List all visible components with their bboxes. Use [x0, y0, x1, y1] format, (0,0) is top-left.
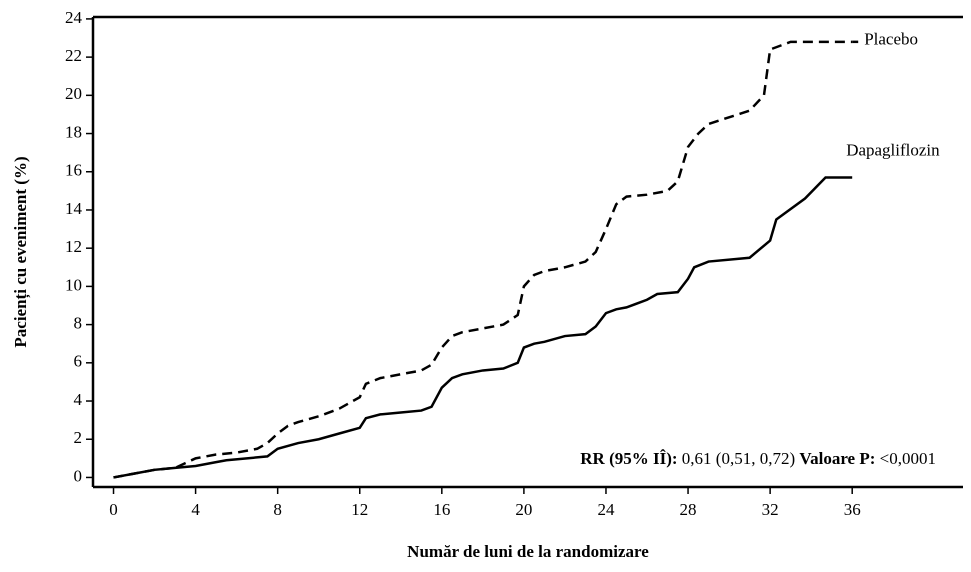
series-label: Placebo	[864, 30, 918, 49]
y-tick-label: 8	[74, 314, 83, 333]
annotation-part: <0,0001	[880, 449, 936, 468]
y-tick-label: 22	[65, 46, 82, 65]
y-tick-label: 12	[65, 237, 82, 256]
x-tick-label: 36	[844, 500, 861, 519]
x-tick-label: 12	[351, 500, 368, 519]
x-tick-label: 16	[433, 500, 450, 519]
y-tick-label: 20	[65, 84, 82, 103]
x-tick-label: 4	[191, 500, 200, 519]
y-tick-label: 6	[74, 352, 83, 371]
x-tick-label: 8	[273, 500, 282, 519]
x-tick-label: 32	[762, 500, 779, 519]
x-tick-label: 0	[109, 500, 118, 519]
annotation-part: 0,61 (0,51, 0,72)	[682, 449, 795, 468]
x-tick-label: 24	[597, 500, 615, 519]
x-tick-label: 20	[515, 500, 532, 519]
y-tick-label: 16	[65, 161, 82, 180]
series-line	[113, 40, 853, 479]
y-tick-label: 4	[74, 390, 83, 409]
series-label: Dapagliflozin	[846, 140, 940, 159]
y-tick-label: 0	[74, 466, 83, 485]
annotation-part: RR (95% IÎ):	[580, 449, 677, 468]
x-tick-label: 28	[680, 500, 697, 519]
y-tick-label: 2	[74, 428, 83, 447]
y-tick-label: 18	[65, 122, 82, 141]
x-axis-title: Număr de luni de la randomizare	[407, 542, 649, 561]
series-line	[113, 176, 853, 479]
y-axis-title: Pacienți cu eveniment (%)	[11, 156, 31, 347]
y-tick-label: 10	[65, 275, 82, 294]
annotation-part: Valoare P:	[799, 449, 875, 468]
annotation: RR (95% IÎ): 0,61 (0,51, 0,72) Valoare P…	[580, 449, 936, 468]
y-tick-label: 24	[65, 8, 83, 27]
y-tick-label: 14	[65, 199, 83, 218]
